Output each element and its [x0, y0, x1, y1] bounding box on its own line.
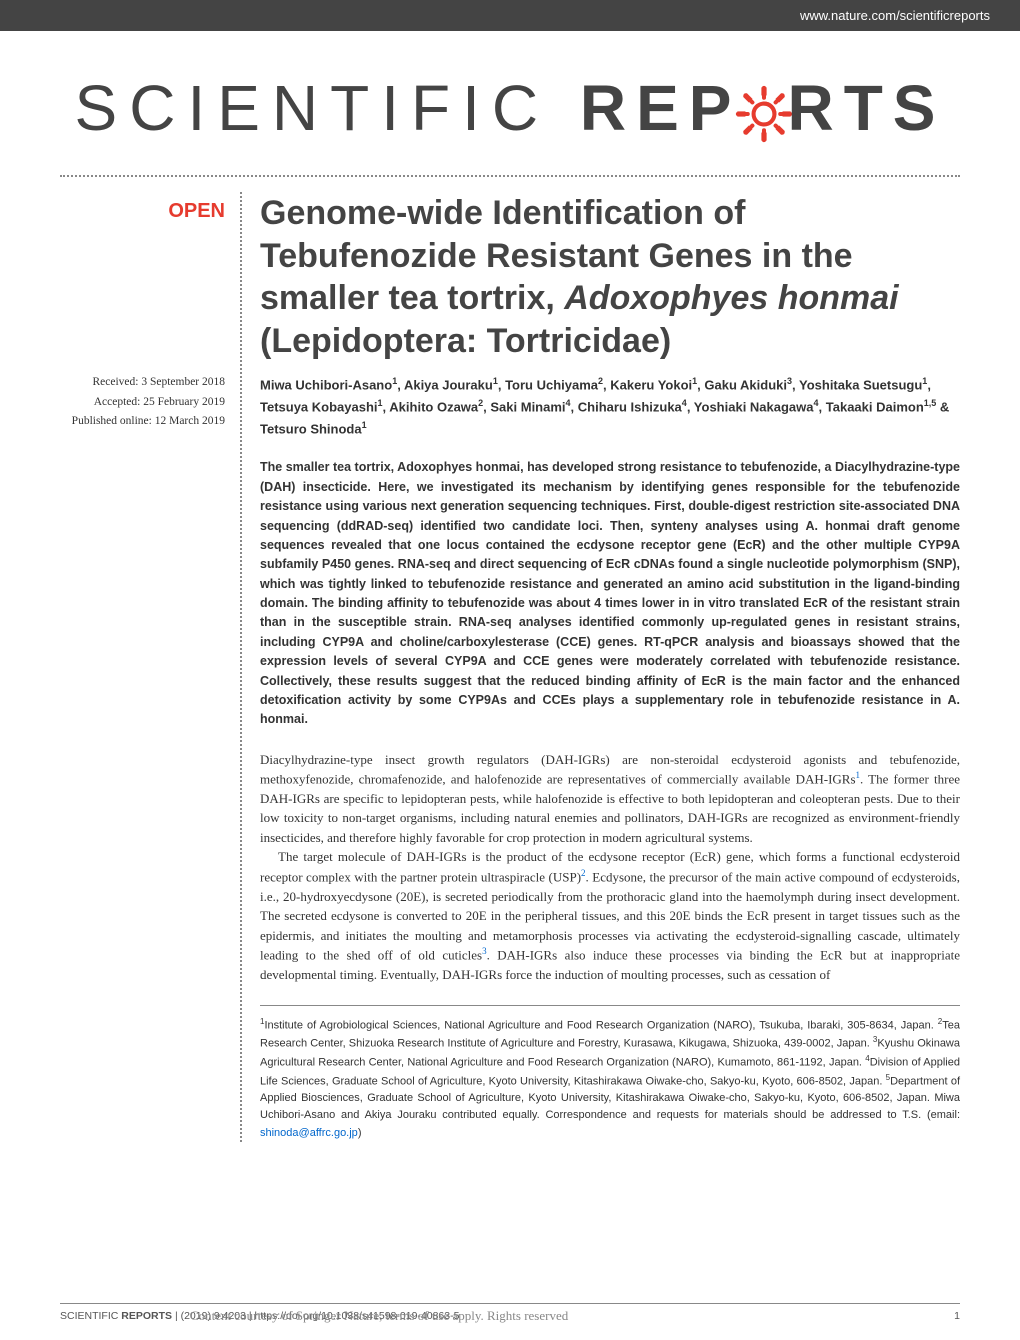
logo-bold-pre: REP	[580, 72, 742, 144]
right-column: Genome-wide Identification of Tebufenozi…	[240, 192, 960, 1142]
title-species: Adoxophyes honmai	[564, 279, 898, 317]
body-paragraph-1: Diacylhydrazine-type insect growth regul…	[260, 750, 960, 848]
logo-bold-post: RTS	[787, 72, 945, 144]
logo-thin: SCIENTIFIC	[75, 72, 580, 144]
publication-dates: Received: 3 September 2018 Accepted: 25 …	[60, 373, 225, 432]
header-bar: www.nature.com/scientificreports	[0, 0, 1020, 31]
main-content: OPEN Received: 3 September 2018 Accepted…	[0, 177, 1020, 1142]
affiliations: 1Institute of Agrobiological Sciences, N…	[260, 1005, 960, 1142]
page-footer: SCIENTIFIC REPORTS | (2019) 9:4203 | htt…	[60, 1303, 960, 1322]
date-accepted: Accepted: 25 February 2019	[60, 393, 225, 413]
date-received: Received: 3 September 2018	[60, 373, 225, 393]
journal-logo: SCIENTIFIC REP RTS	[0, 31, 1020, 165]
left-column: OPEN Received: 3 September 2018 Accepted…	[60, 192, 240, 1142]
body-text: Diacylhydrazine-type insect growth regul…	[260, 750, 960, 985]
title-part2: (Lepidoptera: Tortricidae)	[260, 322, 671, 360]
article-title: Genome-wide Identification of Tebufenozi…	[260, 192, 960, 362]
body-paragraph-2: The target molecule of DAH-IGRs is the p…	[260, 847, 960, 984]
page-number: 1	[954, 1310, 960, 1322]
abstract-text: The smaller tea tortrix, Adoxophyes honm…	[260, 458, 960, 729]
header-url[interactable]: www.nature.com/scientificreports	[800, 8, 990, 23]
open-access-badge: OPEN	[60, 200, 225, 223]
copyright-watermark: Content courtesy of Springer Nature, ter…	[190, 1308, 568, 1324]
author-list: Miwa Uchibori-Asano1, Akiya Jouraku1, To…	[260, 374, 960, 440]
gear-icon	[735, 84, 793, 142]
date-published: Published online: 12 March 2019	[60, 412, 225, 432]
